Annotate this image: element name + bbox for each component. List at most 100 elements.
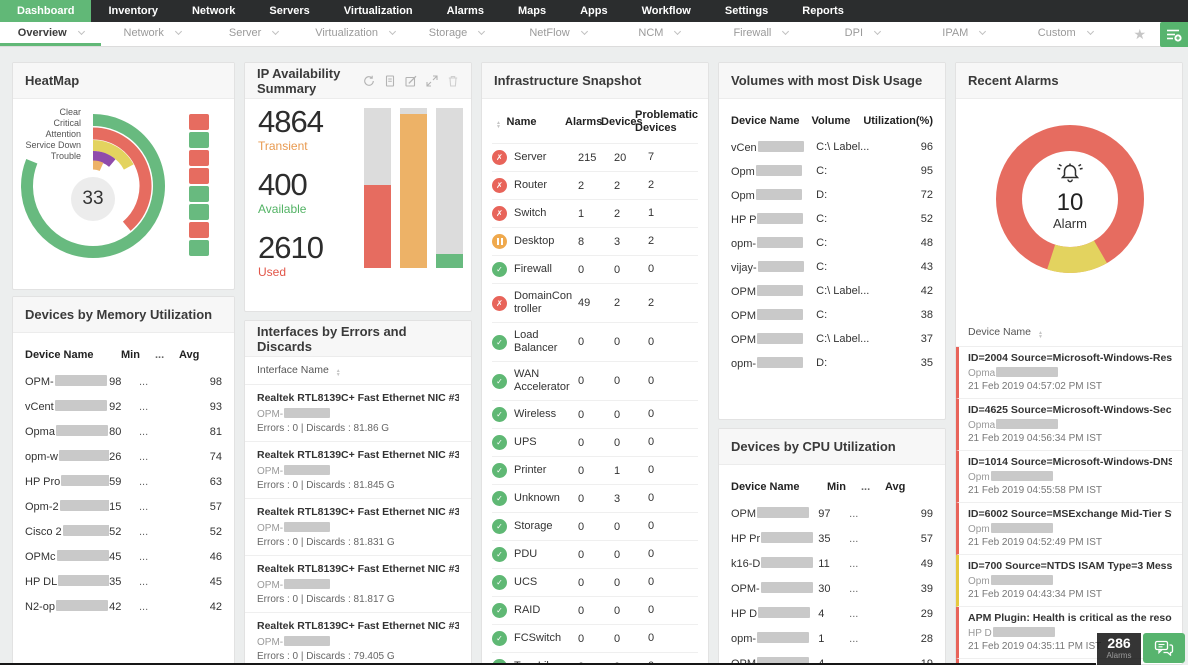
table-row[interactable]: N2-op 42 ... 42 (25, 594, 222, 619)
table-row[interactable]: Switch 1 2 1 (492, 200, 698, 228)
top-nav-item[interactable]: Virtualization (343, 5, 413, 17)
list-item[interactable]: Realtek RTL8139C+ Fast Ethernet NIC #3-N… (245, 385, 471, 442)
device-name[interactable]: OPM (731, 332, 816, 346)
add-dashboard-button[interactable] (1160, 22, 1188, 47)
panel-infrastructure-header[interactable]: Infrastructure Snapshot (482, 63, 708, 99)
device-name[interactable]: OPM (731, 507, 818, 520)
table-row[interactable]: DomainController 49 2 2 (492, 284, 698, 323)
interface-name[interactable]: Realtek RTL8139C+ Fast Ethernet NIC #3-W… (257, 563, 459, 575)
alarm-item[interactable]: ID=1014 Source=Microsoft-Windows-DNS-Cli… (956, 451, 1182, 503)
device-name[interactable]: Opm-2 (25, 500, 110, 513)
device-name[interactable]: opm- (731, 236, 816, 250)
alarm-item[interactable]: ID=700 Source=NTDS ISAM Type=3 Message=N… (956, 555, 1182, 607)
col-devices[interactable]: Devices (601, 115, 643, 128)
table-row[interactable]: PDU 0 0 0 (492, 541, 698, 569)
refresh-icon[interactable] (363, 75, 375, 87)
top-nav-item[interactable]: Maps (517, 5, 547, 17)
chevron-down-icon[interactable] (782, 27, 790, 35)
panel-alarms-header[interactable]: Recent Alarms (956, 63, 1182, 99)
category-name[interactable]: UPS (514, 436, 537, 448)
heatmap-square[interactable] (189, 222, 209, 238)
category-name[interactable]: Wireless (514, 408, 557, 420)
table-row[interactable]: UPS 0 0 0 (492, 429, 698, 457)
interface-name[interactable]: Realtek RTL8139C+ Fast Ethernet NIC #3-N… (257, 392, 459, 404)
table-row[interactable]: HP P C: 52 (731, 207, 933, 231)
top-nav-item[interactable]: Apps (580, 5, 608, 17)
panel-heatmap-header[interactable]: HeatMap (13, 63, 234, 99)
table-row[interactable]: opm-w 26 ... 74 (25, 444, 222, 469)
top-nav-item[interactable]: Network (191, 5, 236, 17)
panel-cpu-header[interactable]: Devices by CPU Utilization (719, 429, 945, 465)
table-row[interactable]: Router 2 2 2 (492, 172, 698, 200)
col-problematic[interactable]: Problematic Devices (635, 109, 698, 134)
table-row[interactable]: Storage 0 0 0 (492, 513, 698, 541)
table-row[interactable]: Opma 80 ... 81 (25, 419, 222, 444)
sort-icon[interactable]: ▲ ▼ (496, 119, 501, 130)
heatmap-square[interactable] (189, 114, 209, 130)
device-name[interactable]: HP DL (25, 575, 110, 588)
table-row[interactable]: Opm D: 72 (731, 183, 933, 207)
chevron-down-icon[interactable] (77, 27, 85, 35)
table-row[interactable]: OPMc 45 ... 46 (25, 544, 222, 569)
top-nav-item[interactable]: Reports (802, 5, 844, 17)
device-name[interactable]: vCen (731, 140, 816, 154)
dashboard-tab[interactable]: NetFlow (507, 22, 608, 46)
device-name[interactable]: HP Pr (731, 532, 818, 545)
category-name[interactable]: FCSwitch (514, 632, 562, 644)
list-item[interactable]: Realtek RTL8139C+ Fast Ethernet NIC #3-W… (245, 499, 471, 556)
alarms-sort-header[interactable]: Device Name ▲ ▼ (956, 319, 1182, 347)
panel-interfaces-header[interactable]: Interfaces by Errors and Discards (245, 321, 471, 357)
table-row[interactable]: WAN Accelerator 0 0 0 (492, 362, 698, 401)
alarm-item[interactable]: ID=1010 Source=MSExchangeFast... Opm (956, 659, 1182, 664)
dashboard-tab[interactable]: Virtualization (304, 22, 405, 46)
alarm-message[interactable]: ID=700 Source=NTDS ISAM Type=3 Message=N… (968, 560, 1172, 572)
chevron-down-icon[interactable] (272, 27, 280, 35)
device-name[interactable]: OPM (731, 657, 818, 664)
category-name[interactable]: Unknown (514, 492, 560, 504)
panel-volumes-header[interactable]: Volumes with most Disk Usage (719, 63, 945, 99)
list-item[interactable]: Realtek RTL8139C+ Fast Ethernet NIC #3-N… (245, 442, 471, 499)
device-name[interactable]: Opm (731, 188, 816, 202)
device-name[interactable]: Cisco 2 (25, 525, 110, 538)
alarm-item[interactable]: ID=2004 Source=Microsoft-Windows-Resourc… (956, 347, 1182, 399)
favorite-star-icon[interactable]: ★ (1133, 26, 1146, 42)
table-row[interactable]: HP DL 35 ... 45 (25, 569, 222, 594)
interface-name[interactable]: Realtek RTL8139C+ Fast Ethernet NIC #3-E… (257, 620, 459, 632)
category-name[interactable]: Firewall (514, 263, 552, 275)
chat-button[interactable] (1143, 633, 1185, 663)
device-name[interactable]: OPM (731, 308, 816, 322)
table-row[interactable]: Wireless 0 0 0 (492, 401, 698, 429)
alarm-message[interactable]: APM Plugin: Health is critical as the re… (968, 612, 1172, 624)
top-nav-item[interactable]: Alarms (446, 5, 484, 17)
device-name[interactable]: HP D (731, 607, 818, 620)
table-row[interactable]: TapeLibrary 0 0 0 (492, 653, 698, 664)
col-alarms[interactable]: Alarms (565, 115, 603, 128)
category-name[interactable]: Printer (514, 464, 547, 476)
chevron-down-icon[interactable] (1086, 27, 1094, 35)
table-row[interactable]: Opm-2 15 ... 57 (25, 494, 222, 519)
ip-bar[interactable] (364, 108, 391, 268)
alarm-message[interactable]: ID=1014 Source=Microsoft-Windows-DNS-Cli… (968, 456, 1172, 468)
alarms-donut-chart[interactable] (995, 124, 1145, 274)
device-name[interactable]: OPM (731, 284, 816, 298)
panel-ip-header[interactable]: IP Availability Summary (245, 63, 471, 99)
ip-bar[interactable] (436, 108, 463, 268)
device-name[interactable]: HP Pro (25, 475, 110, 488)
delete-icon[interactable] (447, 75, 459, 87)
alarm-count-badge[interactable]: 286 Alarms (1097, 633, 1141, 665)
table-row[interactable]: vCent 92 ... 93 (25, 394, 222, 419)
chevron-down-icon[interactable] (388, 27, 397, 35)
sort-icon[interactable]: ▲ ▼ (335, 368, 341, 378)
category-name[interactable]: Storage (514, 520, 553, 532)
device-name[interactable]: opm- (731, 632, 818, 645)
table-row[interactable]: OPM C:\ Label... 37 (731, 327, 933, 351)
heatmap-square[interactable] (189, 186, 209, 202)
table-row[interactable]: OPM- 98 ... 98 (25, 369, 222, 394)
dashboard-tab[interactable]: IPAM (913, 22, 1014, 46)
heatmap-square[interactable] (189, 168, 209, 184)
sort-icon[interactable]: ▲ ▼ (1037, 330, 1043, 340)
list-item[interactable]: Realtek RTL8139C+ Fast Ethernet NIC #3-E… (245, 613, 471, 664)
chevron-down-icon[interactable] (979, 27, 987, 35)
dashboard-tab[interactable]: Storage (406, 22, 507, 46)
heatmap-square[interactable] (189, 204, 209, 220)
